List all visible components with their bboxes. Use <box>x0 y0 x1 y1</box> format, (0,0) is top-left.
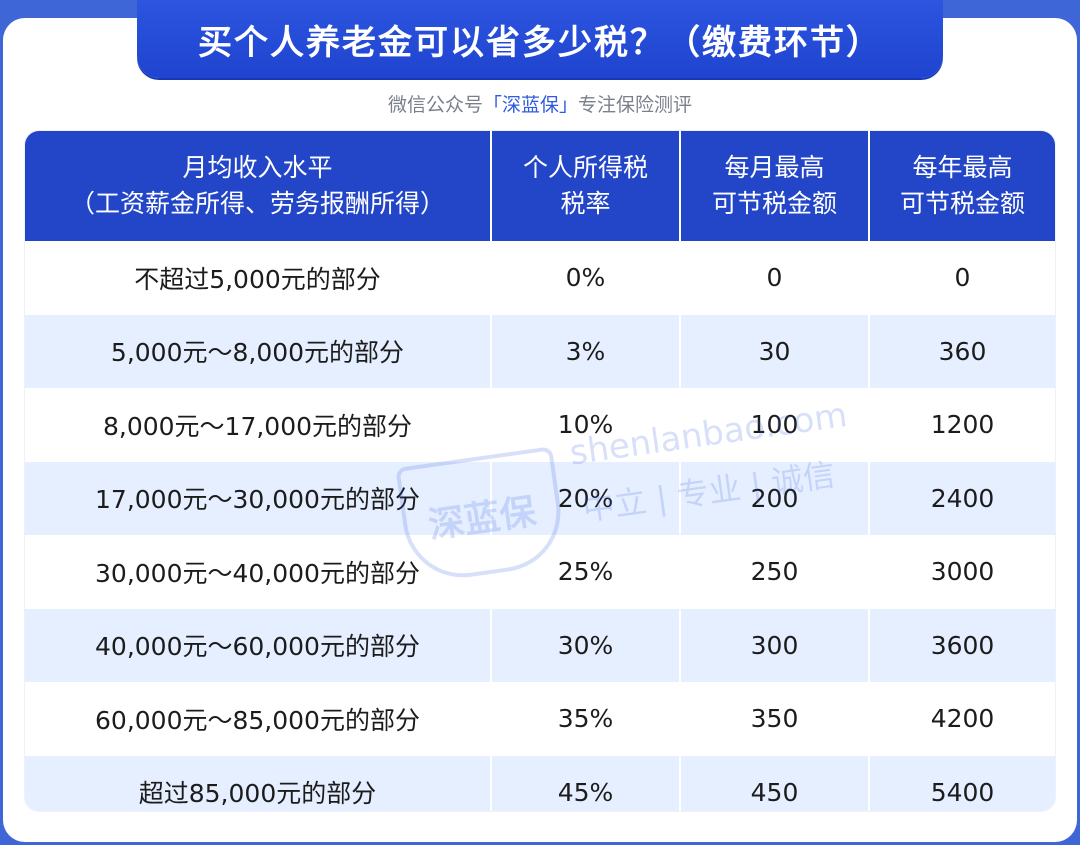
page-title: 买个人养老金可以省多少税？（缴费环节） <box>137 0 943 78</box>
tax-table: 月均收入水平 （工资薪金所得、劳务报酬所得） 个人所得税 税率 每月最高 可节税… <box>25 131 1055 811</box>
table-row: 超过85,000元的部分 45% 450 5400 <box>25 755 1055 811</box>
cell-monthly: 450 <box>680 755 870 811</box>
table-row: 60,000元～85,000元的部分 35% 350 4200 <box>25 682 1055 756</box>
cell-rate: 3% <box>491 314 681 388</box>
cell-monthly: 200 <box>680 461 870 535</box>
header-monthly-saving: 每月最高 可节税金额 <box>680 131 870 241</box>
cell-rate: 35% <box>491 682 681 756</box>
header-income-level: 月均收入水平 （工资薪金所得、劳务报酬所得） <box>25 131 492 241</box>
cell-income: 5,000元～8,000元的部分 <box>25 314 492 388</box>
cell-yearly: 3600 <box>869 608 1055 682</box>
cell-income: 17,000元～30,000元的部分 <box>25 461 492 535</box>
cell-yearly: 4200 <box>869 682 1055 756</box>
cell-yearly: 3000 <box>869 535 1055 609</box>
cell-monthly: 300 <box>680 608 870 682</box>
cell-rate: 10% <box>491 388 681 462</box>
header-line: 每年最高 <box>912 153 1013 182</box>
table-row: 8,000元～17,000元的部分 10% 100 1200 <box>25 388 1055 462</box>
cell-rate: 20% <box>491 461 681 535</box>
cell-rate: 45% <box>491 755 681 811</box>
cell-rate: 25% <box>491 535 681 609</box>
header-line: 可节税金额 <box>711 189 837 218</box>
table-row: 17,000元～30,000元的部分 20% 200 2400 <box>25 461 1055 535</box>
cell-income: 不超过5,000元的部分 <box>25 241 492 315</box>
cell-monthly: 0 <box>680 241 870 315</box>
header-tax-rate: 个人所得税 税率 <box>491 131 681 241</box>
cell-income: 8,000元～17,000元的部分 <box>25 388 492 462</box>
cell-yearly: 5400 <box>869 755 1055 811</box>
subtitle-suffix: 专注保险测评 <box>578 94 693 116</box>
table-row: 30,000元～40,000元的部分 25% 250 3000 <box>25 535 1055 609</box>
cell-monthly: 250 <box>680 535 870 609</box>
header-line: 税率 <box>560 189 611 218</box>
cell-monthly: 30 <box>680 314 870 388</box>
header-yearly-saving: 每年最高 可节税金额 <box>869 131 1055 241</box>
tax-table-container: 月均收入水平 （工资薪金所得、劳务报酬所得） 个人所得税 税率 每月最高 可节税… <box>25 131 1055 811</box>
cell-income: 40,000元～60,000元的部分 <box>25 608 492 682</box>
subtitle-brand: 「深蓝保」 <box>482 94 578 116</box>
header-line: 可节税金额 <box>899 189 1025 218</box>
subtitle: 微信公众号「深蓝保」专注保险测评 <box>0 90 1080 117</box>
header-line: 月均收入水平 <box>182 153 333 182</box>
header-line: 个人所得税 <box>522 153 648 182</box>
table-row: 不超过5,000元的部分 0% 0 0 <box>25 241 1055 315</box>
cell-income: 超过85,000元的部分 <box>25 755 492 811</box>
subtitle-prefix: 微信公众号 <box>387 94 483 116</box>
cell-yearly: 2400 <box>869 461 1055 535</box>
cell-yearly: 360 <box>869 314 1055 388</box>
table-row: 5,000元～8,000元的部分 3% 30 360 <box>25 314 1055 388</box>
header-line: （工资薪金所得、劳务报酬所得） <box>69 189 445 218</box>
cell-monthly: 350 <box>680 682 870 756</box>
cell-yearly: 0 <box>869 241 1055 315</box>
header-line: 每月最高 <box>724 153 825 182</box>
table-header-row: 月均收入水平 （工资薪金所得、劳务报酬所得） 个人所得税 税率 每月最高 可节税… <box>25 131 1055 241</box>
cell-income: 30,000元～40,000元的部分 <box>25 535 492 609</box>
cell-rate: 30% <box>491 608 681 682</box>
table-row: 40,000元～60,000元的部分 30% 300 3600 <box>25 608 1055 682</box>
cell-rate: 0% <box>491 241 681 315</box>
cell-monthly: 100 <box>680 388 870 462</box>
cell-income: 60,000元～85,000元的部分 <box>25 682 492 756</box>
cell-yearly: 1200 <box>869 388 1055 462</box>
